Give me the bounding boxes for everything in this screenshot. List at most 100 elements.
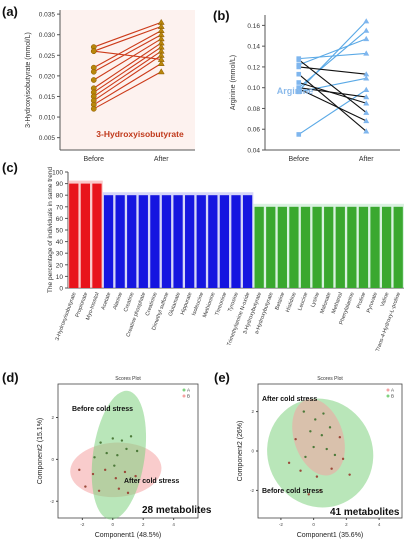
y-tick-label: 2 — [51, 415, 54, 420]
score-point-b — [318, 489, 322, 492]
data-point — [296, 64, 302, 70]
data-point — [296, 89, 302, 95]
y-tick-label: 70 — [56, 204, 64, 211]
pair-line — [93, 38, 162, 81]
data-point — [363, 71, 370, 77]
pair-line — [298, 73, 367, 132]
bar — [208, 195, 218, 288]
score-point-b — [97, 489, 101, 492]
x-axis-label: Component1 (48.5%) — [95, 532, 162, 539]
x-tick-label: -2 — [80, 522, 84, 527]
score-point-b — [315, 475, 319, 478]
data-point — [363, 109, 370, 115]
score-point-a — [129, 435, 133, 438]
bar — [254, 206, 264, 288]
score-point-b — [294, 437, 297, 441]
bar — [381, 206, 392, 288]
bar — [196, 195, 206, 288]
bar — [242, 195, 253, 288]
data-point — [157, 68, 165, 75]
x-tick-label: Before — [288, 156, 309, 163]
data-point — [90, 77, 97, 83]
score-point-b — [330, 467, 333, 470]
data-point — [363, 128, 370, 134]
x-tick-label: Threonine — [214, 292, 228, 317]
bar — [335, 206, 345, 288]
pair-line — [93, 25, 162, 52]
y-tick-label: 0.015 — [39, 94, 56, 101]
annotation-before-cold-stress: Before cold stress — [262, 488, 323, 495]
y-tick-label: 0.08 — [247, 106, 260, 113]
pair-line — [93, 34, 162, 73]
pair-line — [298, 88, 367, 122]
data-point — [296, 57, 302, 62]
pair-line — [298, 38, 367, 66]
score-point-a — [111, 437, 114, 440]
legend-label-a: A — [187, 388, 190, 393]
panel-label-a: (a) — [2, 4, 18, 19]
x-tick-label: Trans-4-Hydroxy-L-proline — [375, 292, 402, 353]
y-tick-label: 30 — [56, 251, 64, 258]
x-tick-label: Leucine — [297, 292, 309, 312]
x-tick-label: -2 — [279, 522, 283, 527]
y-axis-label: Component2 (26%) — [237, 421, 244, 482]
confidence-ellipse-a — [91, 390, 147, 520]
y-tick-label: -2 — [250, 488, 254, 493]
y-tick-label: 2 — [251, 409, 254, 414]
score-point-a — [113, 464, 116, 467]
bar — [161, 195, 172, 288]
data-point — [296, 132, 302, 137]
data-point — [296, 86, 302, 92]
score-point-a — [320, 434, 324, 437]
bar — [138, 195, 148, 288]
score-point-b — [123, 470, 127, 474]
score-point-b — [299, 469, 302, 472]
bar — [92, 183, 102, 288]
data-point — [363, 86, 370, 92]
y-tick-label: 0 — [59, 286, 63, 293]
score-point-b — [126, 491, 130, 495]
data-point — [90, 68, 97, 75]
bar — [115, 195, 125, 288]
y-tick-label: 0.030 — [39, 32, 56, 39]
score-point-a — [322, 412, 325, 415]
score-point-a — [125, 447, 128, 451]
y-tick-label: 80 — [56, 193, 64, 200]
y-tick-label: 20 — [56, 262, 64, 269]
y-tick-label: 40 — [56, 239, 64, 246]
y-tick-label: 100 — [52, 170, 63, 177]
y-tick-label: 0.005 — [39, 135, 56, 142]
x-tick-label: After — [154, 156, 169, 163]
pair-line — [93, 46, 162, 93]
score-point-a — [135, 449, 139, 453]
annotation-metabolite-count: 41 metabolites — [330, 507, 400, 518]
y-tick-label: 0 — [251, 449, 254, 454]
legend-marker-a — [182, 388, 186, 392]
bar — [266, 206, 276, 288]
y-tick-label: 0.035 — [39, 12, 56, 19]
y-tick-label: 90 — [56, 181, 64, 188]
data-point — [90, 105, 97, 112]
bar — [173, 195, 183, 288]
data-point — [296, 71, 302, 77]
data-point — [363, 27, 370, 33]
score-point-a — [309, 430, 312, 433]
y-tick-label: 0.020 — [39, 73, 56, 80]
score-point-b — [91, 472, 95, 476]
x-tick-label: 4 — [172, 522, 175, 527]
chart-a-hydroxyisobutyrate: 0.005 0.010 0.015 0.020 0.025 0.030 0.035 Befor… — [25, 10, 195, 163]
y-axis-label: Arginine (mmol/L) — [230, 55, 237, 110]
x-tick-label: Acetate — [101, 292, 113, 311]
x-tick-label: Creatine — [123, 292, 136, 313]
x-tick-label: 2 — [345, 522, 348, 527]
y-tick-label: 0.12 — [247, 64, 260, 71]
data-point — [363, 100, 370, 106]
bar — [103, 195, 114, 288]
data-point — [363, 18, 370, 24]
bar — [150, 195, 160, 288]
data-point — [363, 50, 370, 56]
score-point-a — [328, 426, 332, 429]
panel-label-b: (b) — [213, 8, 230, 23]
y-tick-label: 0.04 — [247, 148, 260, 155]
data-point — [363, 75, 370, 81]
